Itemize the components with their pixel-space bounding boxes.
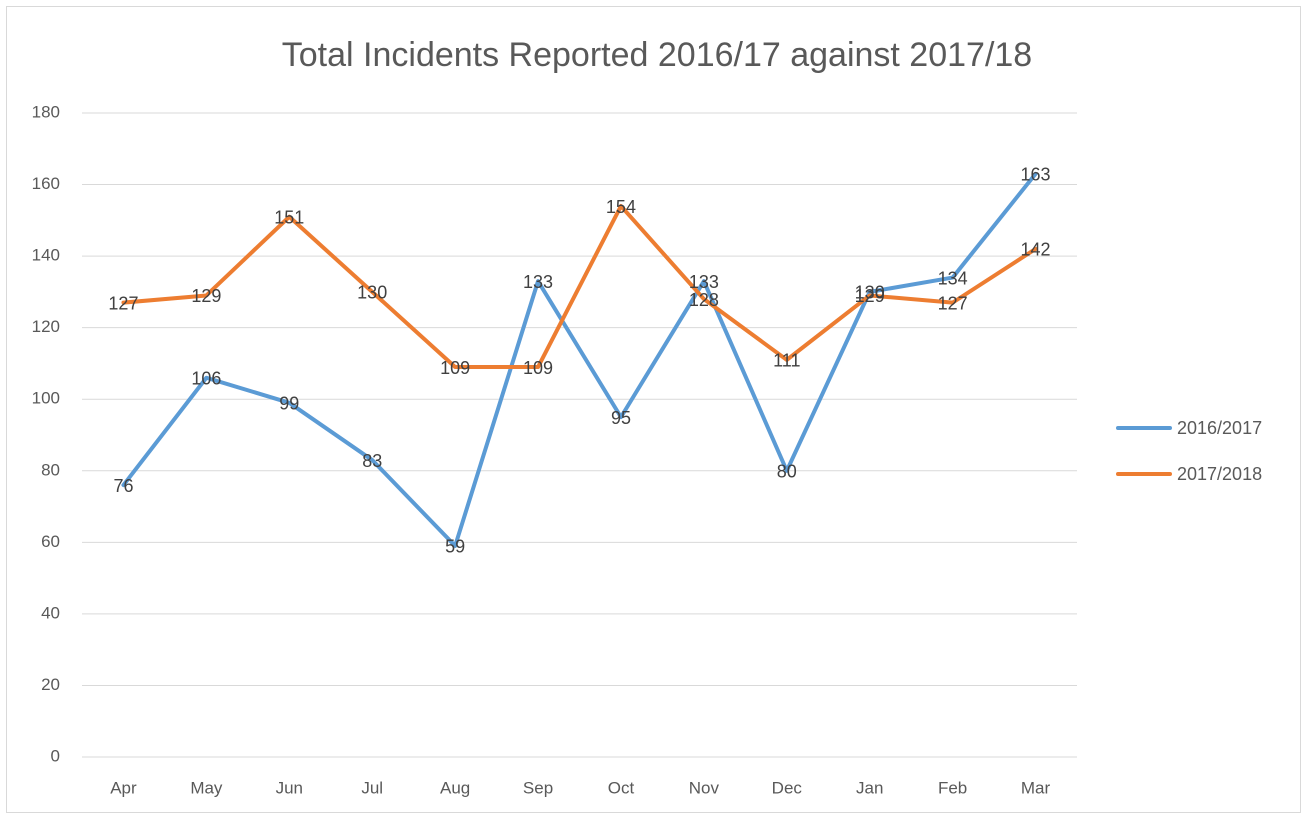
data-label: 133 xyxy=(523,272,553,292)
data-label: 129 xyxy=(191,286,221,306)
data-label: 151 xyxy=(274,208,304,228)
legend-label: 2017/2018 xyxy=(1177,464,1262,484)
x-tick-label: Jun xyxy=(276,778,303,797)
data-label: 128 xyxy=(689,290,719,310)
y-tick-label: 0 xyxy=(51,746,60,765)
y-tick-label: 180 xyxy=(32,102,60,121)
x-tick-label: Apr xyxy=(110,778,137,797)
y-tick-label: 60 xyxy=(41,532,60,551)
y-tick-label: 40 xyxy=(41,603,60,622)
x-tick-label: Jul xyxy=(361,778,383,797)
series-line xyxy=(121,204,1038,370)
data-label: 109 xyxy=(523,358,553,378)
data-label: 154 xyxy=(606,197,636,217)
x-tick-label: Feb xyxy=(938,778,967,797)
data-label: 99 xyxy=(279,394,299,414)
data-label: 106 xyxy=(191,369,221,389)
x-tick-label: Nov xyxy=(689,778,720,797)
x-tick-label: Dec xyxy=(772,778,803,797)
x-tick-label: Oct xyxy=(608,778,635,797)
x-tick-label: Mar xyxy=(1021,778,1051,797)
data-label: 80 xyxy=(777,462,797,482)
y-tick-label: 140 xyxy=(32,246,60,265)
data-label: 127 xyxy=(108,293,138,313)
data-label: 133 xyxy=(689,272,719,292)
y-tick-label: 80 xyxy=(41,460,60,479)
y-tick-label: 160 xyxy=(32,174,60,193)
data-label: 83 xyxy=(362,451,382,471)
data-label: 129 xyxy=(855,286,885,306)
y-tick-label: 20 xyxy=(41,675,60,694)
chart-border xyxy=(6,6,1301,813)
data-label: 142 xyxy=(1021,240,1051,260)
data-label: 134 xyxy=(938,268,968,288)
y-tick-label: 100 xyxy=(32,389,60,408)
data-label: 109 xyxy=(440,358,470,378)
x-tick-label: Jan xyxy=(856,778,883,797)
data-label: 111 xyxy=(773,351,800,371)
x-tick-label: Sep xyxy=(523,778,553,797)
data-label: 130 xyxy=(357,283,387,303)
chart-title: Total Incidents Reported 2016/17 against… xyxy=(282,36,1032,74)
data-label: 76 xyxy=(113,476,133,496)
data-label: 163 xyxy=(1021,165,1051,185)
data-label: 59 xyxy=(445,537,465,557)
data-label: 95 xyxy=(611,408,631,428)
x-tick-label: May xyxy=(190,778,223,797)
data-label: 127 xyxy=(938,293,968,313)
data-label: 130 xyxy=(855,283,885,303)
legend-label: 2016/2017 xyxy=(1177,418,1262,438)
x-tick-label: Aug xyxy=(440,778,470,797)
y-tick-label: 120 xyxy=(32,317,60,336)
series-line xyxy=(121,171,1038,548)
